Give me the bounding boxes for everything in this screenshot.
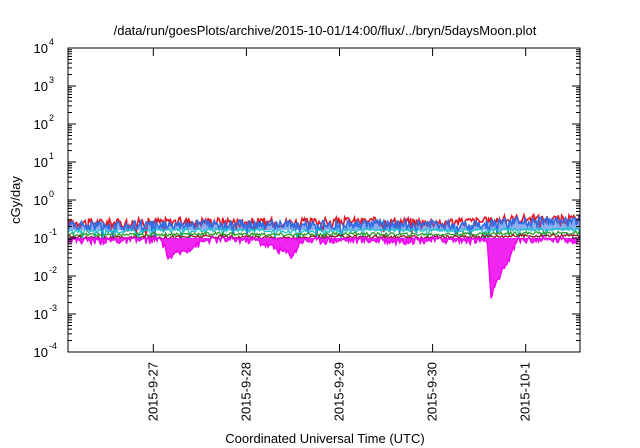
y-tick-label: 10 1 [34,151,54,170]
svg-text:10: 10 [34,345,48,360]
svg-text:-1: -1 [49,227,57,237]
series-line [67,234,581,299]
svg-text:10: 10 [34,41,48,56]
series-line [67,215,581,240]
y-axis-label: cGy/day [8,176,23,224]
y-tick-label: 10 0 [34,189,54,208]
plot-frame [67,47,581,353]
svg-text:10: 10 [34,155,48,170]
y-tick-label: 10 -3 [34,303,57,322]
svg-text:-2: -2 [49,265,57,275]
svg-text:10: 10 [34,193,48,208]
x-tick-label: 2015-9-28 [238,362,253,421]
x-axis-label: Coordinated Universal Time (UTC) [225,431,424,446]
svg-text:-4: -4 [49,341,57,351]
y-tick-label: 10 -2 [34,265,57,284]
svg-text:10: 10 [34,307,48,322]
series-layer [67,211,581,299]
x-tick-label: 2015-9-29 [332,362,347,421]
x-tick-label: 2015-9-30 [425,362,440,421]
svg-text:2: 2 [49,113,54,123]
y-tick-label: 10 4 [34,37,54,56]
y-tick-label: 10 2 [34,113,54,132]
svg-text:1: 1 [49,151,54,161]
svg-text:10: 10 [34,269,48,284]
x-tick-label: 2015-10-1 [518,362,533,421]
series-fill-blue [68,217,580,240]
y-tick-label: 10 -4 [34,341,57,360]
svg-text:10: 10 [34,117,48,132]
svg-text:3: 3 [49,75,54,85]
svg-text:-3: -3 [49,303,57,313]
y-tick-label: 10 3 [34,75,54,94]
series-line [67,230,581,238]
y-tick-label: 10 -1 [34,227,57,246]
svg-text:4: 4 [49,37,54,47]
svg-text:10: 10 [34,231,48,246]
svg-text:0: 0 [49,189,54,199]
x-ticks: 2015-9-27 2015-9-28 2015-9-29 2015-9-30 2015… [145,48,533,421]
x-tick-label: 2015-9-27 [145,362,160,421]
chart-title: /data/run/goesPlots/archive/2015-10-01/1… [114,23,537,38]
svg-text:10: 10 [34,79,48,94]
